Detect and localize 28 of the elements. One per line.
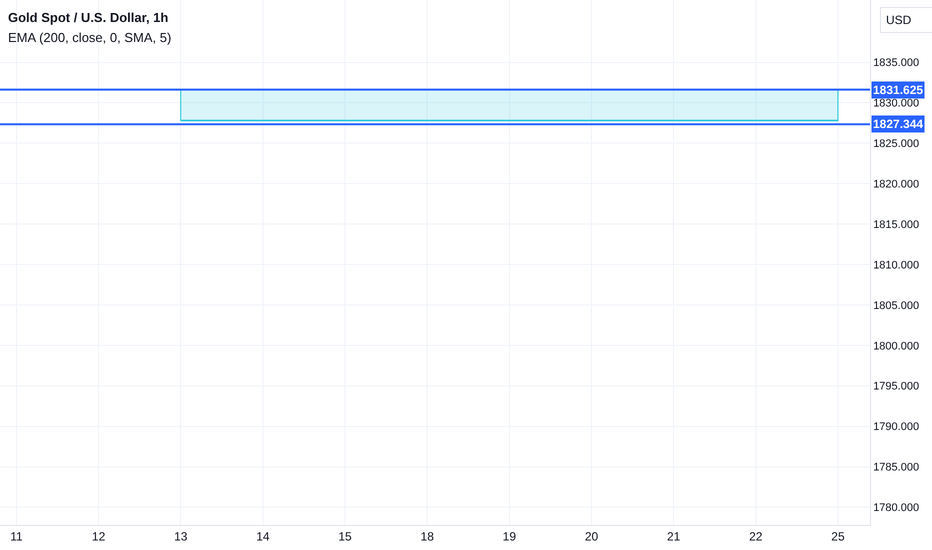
x-tick-label: 15 — [338, 529, 352, 544]
y-tick-label: 1820.000 — [873, 178, 920, 190]
x-tick-label: 25 — [831, 529, 845, 544]
y-tick-label: 1790.000 — [873, 421, 920, 434]
y-tick-label: 1815.000 — [873, 218, 920, 231]
text: Gold Spot / U.S. Dollar, 1h — [8, 10, 168, 25]
x-tick-label: 21 — [666, 529, 681, 544]
x-tick-label: 20 — [584, 529, 598, 544]
y-tick-label: 1785.000 — [873, 462, 920, 474]
x-tick-label: 11 — [10, 529, 23, 544]
y-tick-label: 1800.000 — [873, 340, 920, 352]
ref-line-label: 1827.344 — [873, 117, 924, 131]
y-tick-label: 1805.000 — [873, 300, 920, 312]
x-tick-label: 13 — [174, 529, 188, 544]
x-tick-label: 12 — [92, 529, 106, 544]
y-tick-label: 1825.000 — [873, 138, 920, 150]
x-tick-label: 19 — [502, 529, 516, 544]
y-tick-label: 1795.000 — [873, 380, 920, 393]
y-tick-label: 1830.000 — [873, 98, 920, 110]
ref-line-label: 1831.625 — [873, 83, 924, 97]
y-tick-label: 1780.000 — [873, 502, 920, 514]
x-tick-label: 18 — [420, 529, 434, 544]
y-tick-label: 1835.000 — [873, 57, 920, 70]
text: EMA (200, close, 0, SMA, 5) — [8, 30, 172, 45]
x-tick-label: 14 — [256, 529, 270, 544]
x-tick-label: 22 — [749, 529, 763, 544]
y-tick-label: 1810.000 — [873, 259, 920, 272]
y-axis-title: USD — [886, 13, 928, 27]
